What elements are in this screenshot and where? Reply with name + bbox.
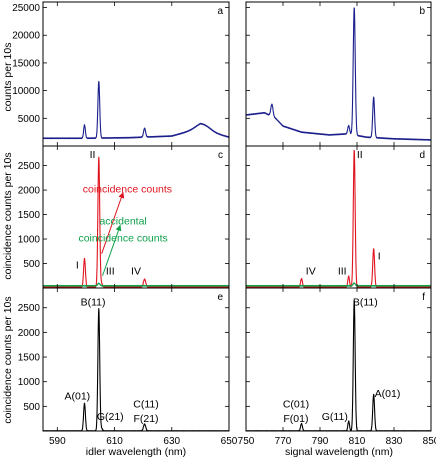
peak-label-e-1: B(11) [81,296,106,308]
peak-label-c-3: IV [131,265,141,277]
annotation-arrow-c-1 [102,224,122,276]
peak-label-d-1: III [338,265,347,277]
y-tick-label-a-5000: 5000 [18,114,41,125]
panel-label-f: f [422,292,425,303]
y-tick-label-c-1000: 1000 [18,235,41,246]
x-tick-label-f-830: 830 [386,436,403,447]
y-tick-label-e-1500: 1500 [18,353,41,364]
x-tick-label-e-650: 650 [221,436,238,447]
x-tick-label-f-810: 810 [349,436,366,447]
series-line-c-accidental [42,282,230,287]
ylabel-bottom: coincidence counts per 10s [2,296,14,423]
peak-label-c-1: II [90,149,96,161]
xlabel-idler: idler wavelength (nm) [86,446,186,458]
peak-label-d-0: IV [306,265,316,277]
series-line-d-accidental [245,282,432,287]
panel-label-d: d [419,150,425,161]
peak-label-c-6: coincidence counts [78,232,167,244]
peak-label-c-0: I [76,259,79,271]
peak-label-f-3: B(11) [353,296,378,308]
x-tick-label-e-630: 630 [163,436,180,447]
peak-label-d-3: I [378,251,381,263]
x-tick-label-f-770: 770 [275,436,292,447]
y-tick-label-e-2500: 2500 [18,303,41,314]
peak-label-e-4: F(21) [133,413,158,425]
peak-label-f-1: F(01) [283,413,308,425]
panel-b: b [245,1,432,147]
panel-e: 590 610 630 650 500 1000 1500 2000 2500 e A(01) B(1… [18,287,238,447]
panel-label-a: a [217,6,223,17]
series-line-b-singles [245,7,432,141]
peak-label-f-0: C(01) [283,398,309,410]
y-tick-label-a-15000: 15000 [12,58,40,69]
peak-label-e-2: G(21) [97,411,124,423]
y-tick-label-c-2500: 2500 [18,161,41,172]
panel-label-c: c [218,150,223,161]
series-line-c-coincidence [42,156,230,288]
plot-frame-f [245,287,432,432]
x-tick-label-f-750: 750 [238,436,255,447]
y-tick-label-c-2000: 2000 [18,186,41,197]
peak-label-c-2: III [106,265,115,277]
x-tick-label-f-850: 850 [423,436,436,447]
panel-f: 750 770 790 810 830 850 f C(01) F(01) G(11) B(11) A… [238,287,436,447]
x-tick-label-e-610: 610 [106,436,123,447]
panel-label-e: e [217,292,223,303]
peak-label-f-2: G(11) [322,411,348,423]
y-tick-label-e-2000: 2000 [18,328,41,339]
peak-label-e-0: A(01) [64,390,90,402]
annotation-arrow-c-0 [101,191,125,254]
y-tick-label-e-1000: 1000 [18,377,41,388]
series-line-a-singles [42,80,230,140]
x-tick-label-f-790: 790 [312,436,329,447]
peak-label-c-5: accidental [99,215,146,227]
y-tick-label-c-500: 500 [23,259,40,270]
xlabel-signal: signal wavelength (nm) [285,446,393,458]
peak-label-e-3: C(11) [133,398,158,410]
y-tick-label-a-10000: 10000 [12,86,40,97]
peak-label-d-2: II [357,149,363,161]
plot-frame-e [42,287,230,432]
panel-a: 5000 10000 15000 20000 25000 a [12,1,230,147]
series-line-d-coincidence [245,149,432,288]
y-tick-label-e-500: 500 [23,402,40,413]
y-tick-label-a-20000: 20000 [12,31,40,42]
y-tick-label-a-25000: 25000 [12,3,40,14]
ylabel-middle: coincidence counts per 10s [2,152,14,279]
x-tick-label-e-590: 590 [49,436,66,447]
peak-label-c-4: coincidence counts [83,184,172,196]
plot-frame-b [245,1,432,147]
peak-label-f-4: A(01) [375,388,401,400]
ylabel-top: counts per 10s [2,43,14,112]
panel-label-b: b [419,6,425,17]
y-tick-label-c-1500: 1500 [18,210,41,221]
